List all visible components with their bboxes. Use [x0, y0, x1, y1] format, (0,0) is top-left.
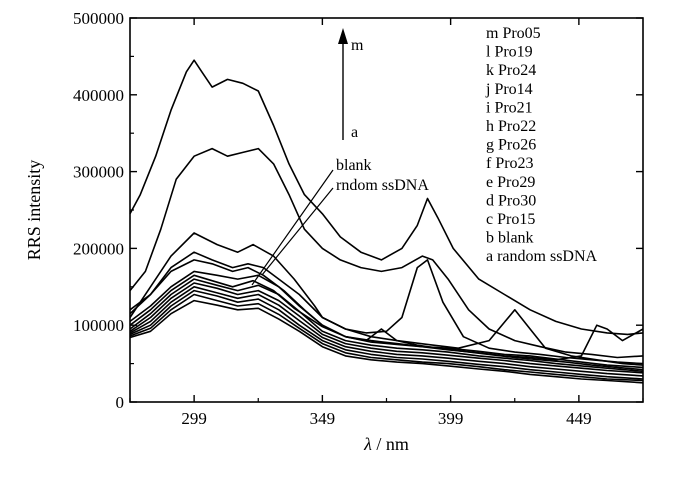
- series-line-7: [129, 278, 644, 373]
- arrow-top-label: m: [351, 37, 364, 54]
- y-tick-label: 500000: [73, 9, 124, 28]
- series-line-8: [129, 282, 644, 374]
- legend-entry: i Pro21: [486, 99, 533, 116]
- series-line-1: [129, 147, 644, 359]
- legend-entry: e Pro29: [486, 174, 535, 191]
- series-line-3: [129, 232, 644, 366]
- series-line-10: [129, 289, 644, 380]
- series-line-0: [129, 59, 644, 336]
- legend-entry: l Pro19: [486, 44, 533, 61]
- legend-entry: h Pro22: [486, 118, 536, 135]
- y-tick-label: 300000: [73, 163, 124, 182]
- legend-entry: k Pro24: [486, 62, 536, 79]
- legend-entry: j Pro14: [485, 81, 533, 98]
- legend-entry: b blank: [486, 230, 534, 247]
- y-tick-label: 200000: [73, 239, 124, 258]
- y-tick-label: 100000: [73, 316, 124, 335]
- legend-entry: m Pro05: [486, 25, 541, 42]
- plot-frame: [129, 17, 644, 403]
- x-tick-label: 299: [181, 409, 207, 428]
- series-line-4: [129, 259, 644, 361]
- series-line-12: [129, 299, 644, 384]
- legend-entry: c Pro15: [486, 211, 535, 228]
- x-axis-unit: / nm: [376, 434, 409, 454]
- ticks-layer: 299 349 399 449 0 100000 200000 300000 400000 500…: [73, 9, 644, 428]
- x-tick-label: 449: [566, 409, 592, 428]
- annotation-random-ssdna: rndom ssDNA: [336, 177, 429, 194]
- y-axis-label: RRS intensity: [24, 160, 44, 261]
- arrow-annotation: m a: [338, 28, 364, 141]
- callout-annotations: blank rndom ssDNA: [251, 157, 429, 286]
- series-layer: [129, 59, 644, 384]
- x-tick-label: 349: [310, 409, 336, 428]
- legend-entry: f Pro23: [486, 155, 534, 172]
- series-line-6: [129, 274, 644, 371]
- legend-entry: a random ssDNA: [486, 248, 598, 265]
- arrow-bottom-label: a: [351, 124, 358, 141]
- x-axis-label: λ / nm: [363, 434, 409, 454]
- x-axis-symbol: λ: [363, 434, 372, 454]
- annotation-blank: blank: [336, 157, 372, 174]
- arrow-head: [338, 28, 348, 44]
- y-tick-label: 0: [116, 393, 125, 412]
- series-line-11: [129, 293, 644, 382]
- series-line-9: [129, 286, 644, 377]
- legend-entry: d Pro30: [486, 192, 536, 209]
- legend-entry: g Pro26: [486, 137, 536, 154]
- y-tick-label: 400000: [73, 86, 124, 105]
- annotation-leader-line: [261, 187, 334, 276]
- x-tick-label: 399: [438, 409, 464, 428]
- annotation-leader-line: [251, 169, 334, 286]
